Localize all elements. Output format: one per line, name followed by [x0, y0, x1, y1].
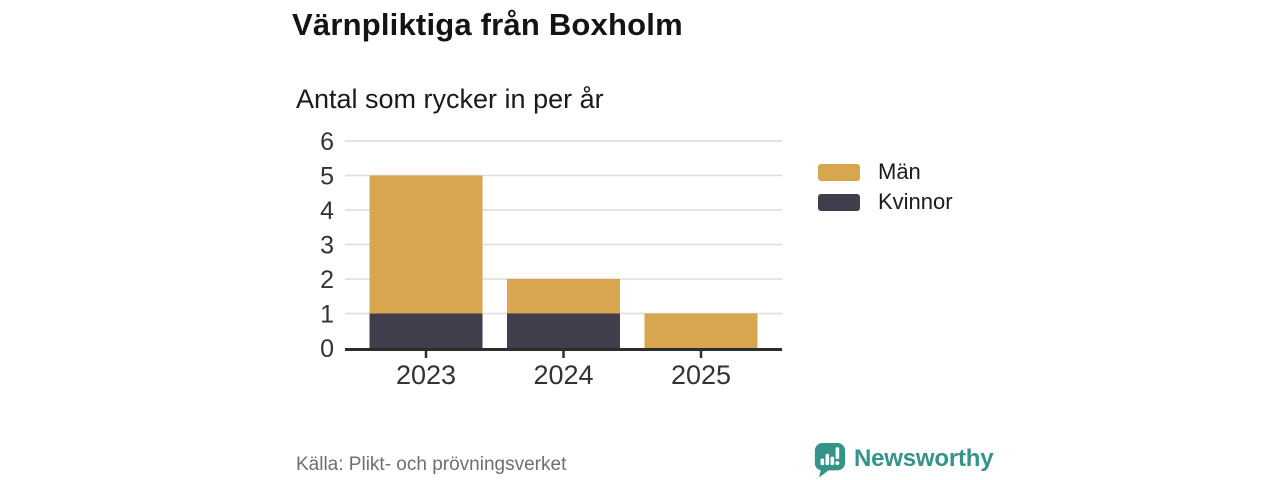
bar-segment-Män	[507, 279, 620, 314]
legend-label: Kvinnor	[878, 189, 953, 214]
y-tick-label: 0	[320, 335, 334, 363]
legend-swatch	[818, 193, 860, 211]
bar-segment-Kvinnor	[507, 313, 620, 348]
bar-chart-glyph	[820, 447, 840, 466]
x-tick-label: 2025	[671, 360, 731, 390]
chart-title: Värnpliktiga från Boxholm	[292, 7, 683, 42]
newsworthy-logo: Newsworthy	[813, 441, 994, 477]
newsworthy-icon	[814, 442, 846, 477]
y-tick-label: 5	[320, 163, 334, 191]
chart-subtitle: Antal som rycker in per år	[296, 84, 604, 114]
bar-segment-Män	[644, 313, 758, 348]
x-tick-label: 2023	[396, 360, 456, 390]
y-tick-label: 6	[320, 128, 334, 156]
bar-chart: 0 1 2 3 4 5 6 2023 2024 2025	[300, 125, 800, 395]
bar-segment-Kvinnor	[369, 313, 483, 348]
legend-item: Män	[818, 157, 953, 187]
y-tick-label: 2	[320, 266, 334, 294]
bar-chart-svg: 0 1 2 3 4 5 6 2023 2024 2025	[320, 128, 782, 390]
source-text: Källa: Plikt- och prövningsverket	[296, 454, 567, 475]
legend: Män Kvinnor	[818, 157, 953, 217]
x-tick-label: 2024	[533, 360, 593, 390]
newsworthy-wordmark: Newsworthy	[854, 445, 994, 472]
y-tick-label: 4	[320, 197, 334, 225]
y-tick-label: 3	[320, 232, 334, 260]
bar-segment-Män	[369, 175, 483, 314]
legend-label: Män	[878, 159, 921, 184]
legend-swatch	[818, 163, 860, 181]
y-tick-label: 1	[320, 301, 334, 329]
legend-item: Kvinnor	[818, 187, 953, 217]
speech-bubble-shape	[814, 442, 846, 477]
